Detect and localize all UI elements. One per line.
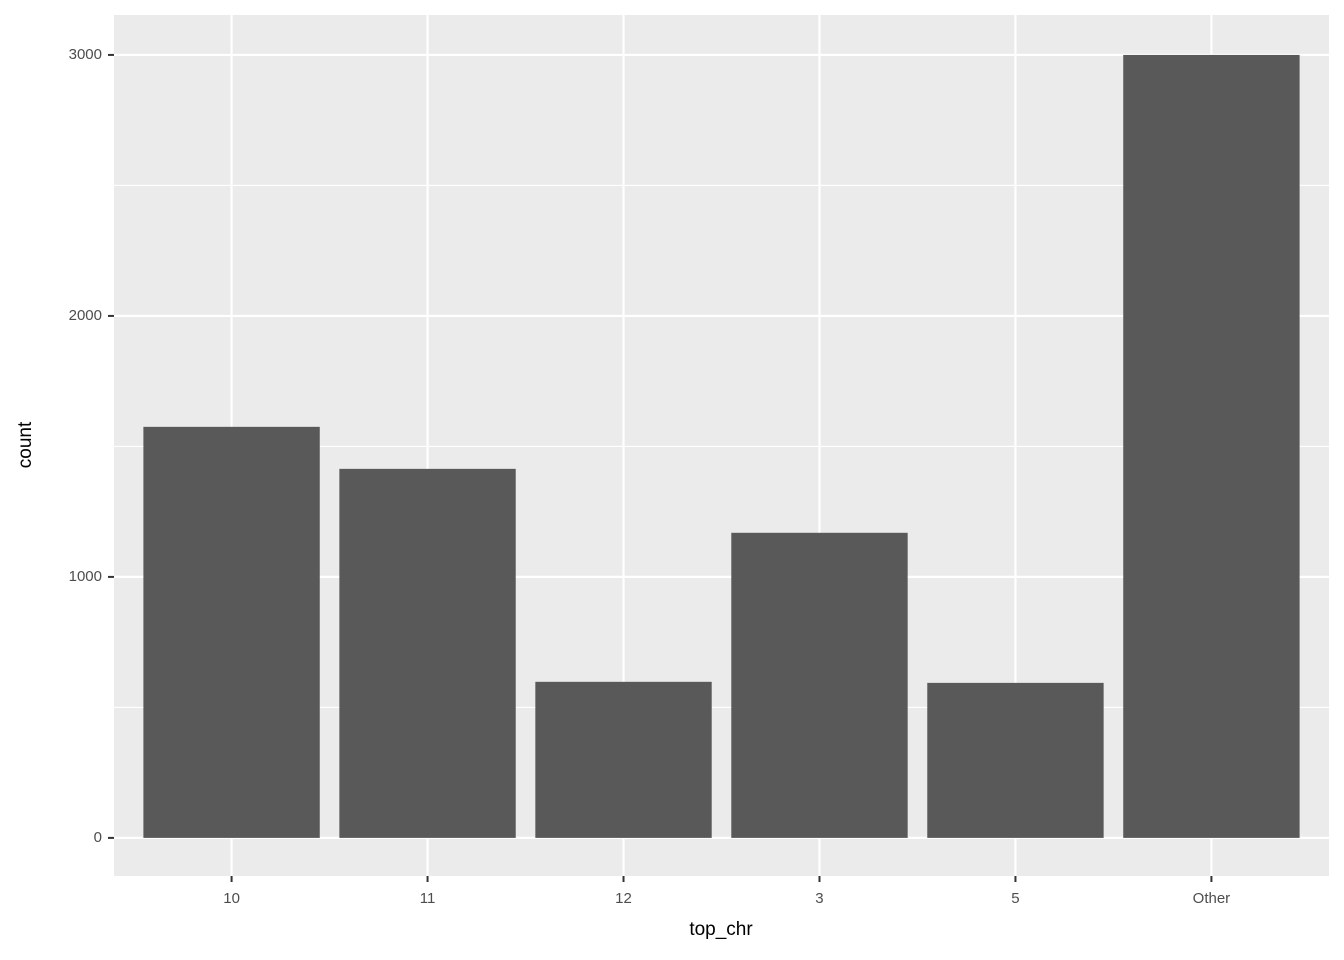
y-tick-label: 1000 [69, 568, 102, 585]
bar [143, 426, 320, 838]
x-axis-title: top_chr [689, 919, 753, 940]
x-tick-label: Other [1193, 890, 1231, 907]
bar [339, 468, 516, 838]
x-tick-label: 11 [420, 890, 436, 907]
x-tick-label: 3 [815, 890, 823, 907]
bar [535, 681, 712, 838]
x-tick-label: 12 [615, 890, 632, 907]
x-tick-label: 10 [223, 890, 240, 907]
bar [731, 532, 908, 838]
y-tick-label: 2000 [69, 307, 102, 324]
y-tick-label: 3000 [69, 46, 102, 63]
x-tick-label: 5 [1011, 890, 1019, 907]
y-tick-label: 0 [94, 829, 102, 846]
bar [1123, 54, 1300, 838]
y-axis-title: count [15, 421, 36, 468]
bar [927, 682, 1104, 838]
